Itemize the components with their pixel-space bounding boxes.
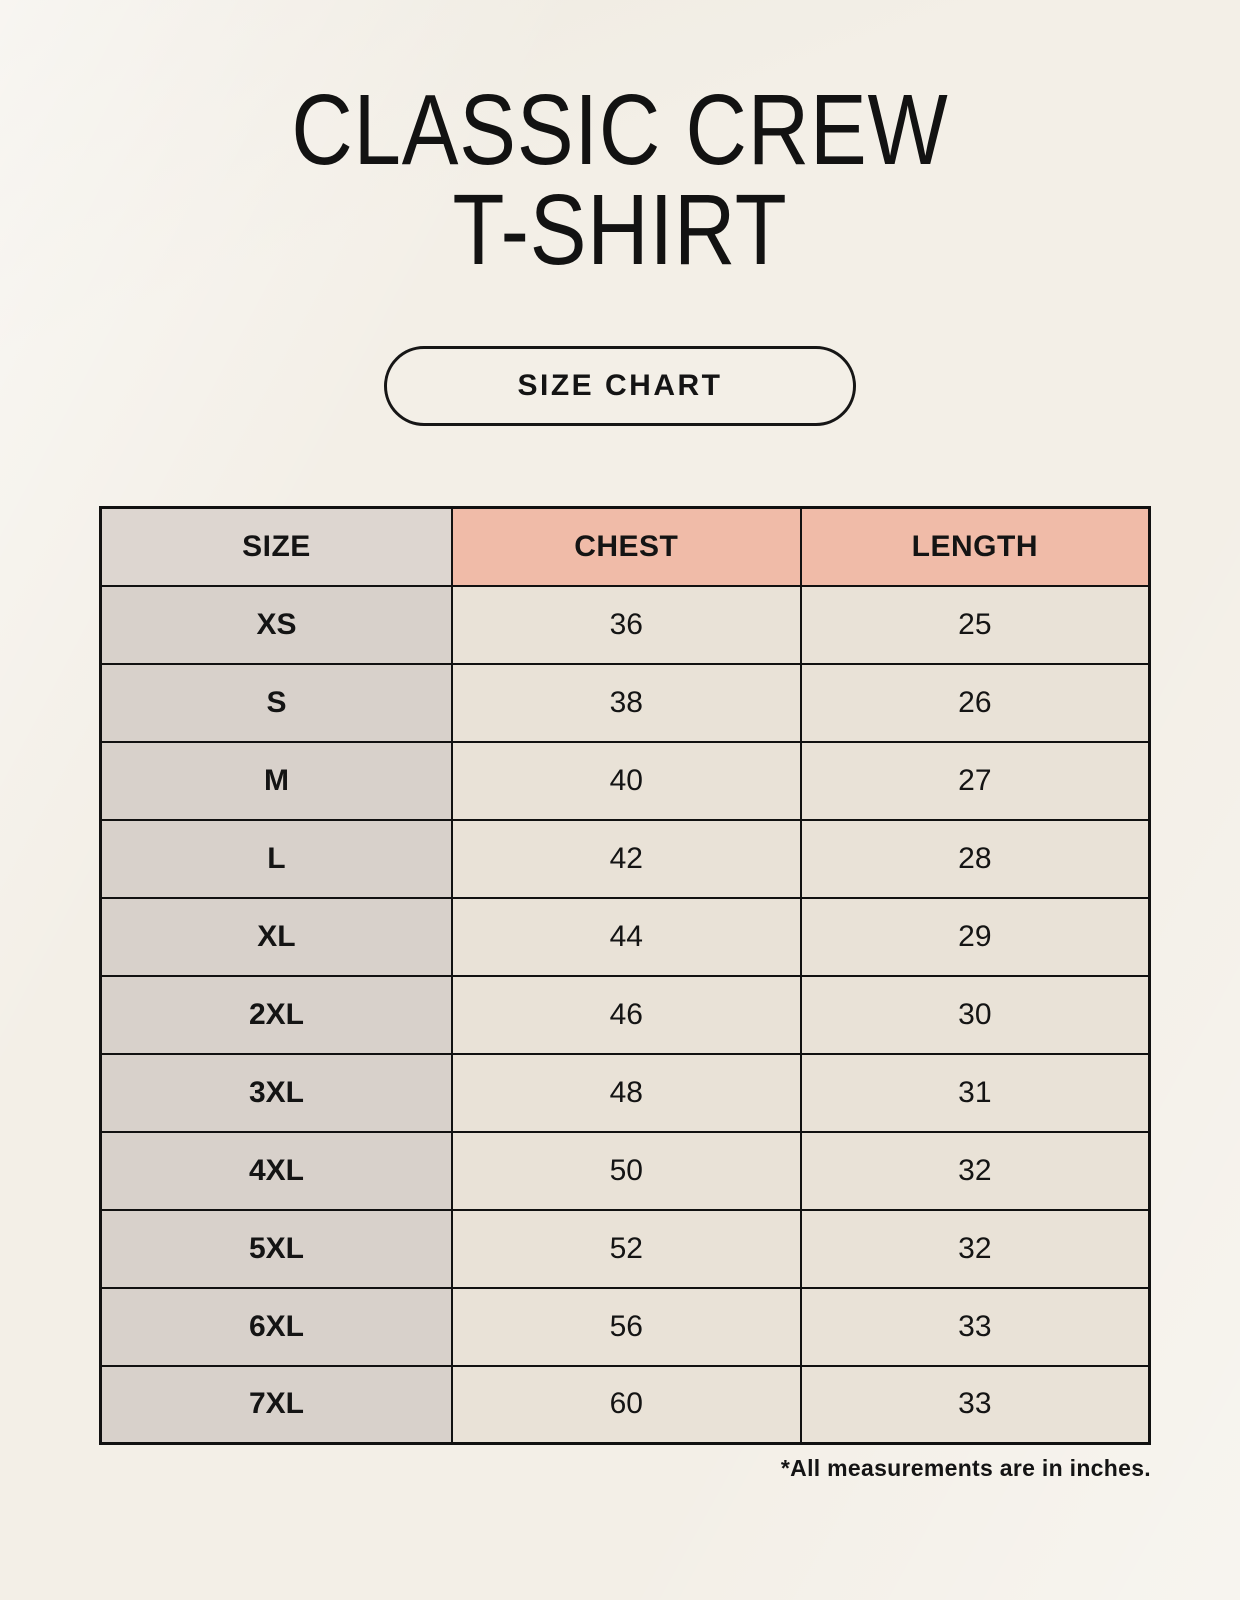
size-cell: 3XL	[99, 1052, 453, 1133]
size-cell: L	[99, 818, 453, 899]
chest-cell: 42	[450, 818, 802, 899]
table-row: 7XL 60 33	[99, 1364, 1151, 1445]
chest-cell: 44	[450, 896, 802, 977]
chest-cell: 36	[450, 584, 802, 665]
size-cell: XS	[99, 584, 453, 665]
table-row: 3XL 48 31	[99, 1052, 1151, 1133]
length-cell: 28	[799, 818, 1151, 899]
size-cell: M	[99, 740, 453, 821]
table-row: S 38 26	[99, 662, 1151, 743]
size-cell: XL	[99, 896, 453, 977]
table-row: 4XL 50 32	[99, 1130, 1151, 1211]
size-chart-badge: SIZE CHART	[384, 346, 856, 426]
length-cell: 31	[799, 1052, 1151, 1133]
size-table: SIZE CHEST LENGTH XS 36 25 S 38 26 M 40 27 L 42 28 X…	[99, 506, 1151, 1445]
header-row: SIZE CHEST LENGTH	[99, 506, 1151, 587]
column-header-size: SIZE	[99, 506, 453, 587]
length-cell: 29	[799, 896, 1151, 977]
column-header-chest: CHEST	[450, 506, 802, 587]
table-row: 5XL 52 32	[99, 1208, 1151, 1289]
page-title-line1: CLASSIC CREW	[291, 74, 949, 186]
table-row: XS 36 25	[99, 584, 1151, 665]
column-header-length: LENGTH	[799, 506, 1151, 587]
size-cell: 5XL	[99, 1208, 453, 1289]
table-row: M 40 27	[99, 740, 1151, 821]
chest-cell: 56	[450, 1286, 802, 1367]
size-table-header: SIZE CHEST LENGTH	[99, 506, 1151, 587]
chest-cell: 38	[450, 662, 802, 743]
length-cell: 27	[799, 740, 1151, 821]
chest-cell: 48	[450, 1052, 802, 1133]
length-cell: 33	[799, 1364, 1151, 1445]
chest-cell: 52	[450, 1208, 802, 1289]
size-chart-badge-row: SIZE CHART	[0, 346, 1240, 426]
chest-cell: 46	[450, 974, 802, 1055]
chest-cell: 50	[450, 1130, 802, 1211]
size-table-section: SIZE CHEST LENGTH XS 36 25 S 38 26 M 40 27 L 42 28 X…	[99, 506, 1151, 1482]
length-cell: 32	[799, 1130, 1151, 1211]
size-cell: 7XL	[99, 1364, 453, 1445]
length-cell: 25	[799, 584, 1151, 665]
table-row: XL 44 29	[99, 896, 1151, 977]
chest-cell: 60	[450, 1364, 802, 1445]
size-cell: 2XL	[99, 974, 453, 1055]
size-cell: S	[99, 662, 453, 743]
size-cell: 6XL	[99, 1286, 453, 1367]
length-cell: 33	[799, 1286, 1151, 1367]
length-cell: 26	[799, 662, 1151, 743]
table-row: L 42 28	[99, 818, 1151, 899]
page-title: CLASSIC CREW T-SHIRT	[93, 80, 1147, 280]
length-cell: 30	[799, 974, 1151, 1055]
table-row: 2XL 46 30	[99, 974, 1151, 1055]
measurements-footnote: *All measurements are in inches.	[780, 1455, 1151, 1481]
chest-cell: 40	[450, 740, 802, 821]
table-row: 6XL 56 33	[99, 1286, 1151, 1367]
page-title-line2: T-SHIRT	[452, 174, 788, 286]
size-cell: 4XL	[99, 1130, 453, 1211]
length-cell: 32	[799, 1208, 1151, 1289]
size-chart-page: CLASSIC CREW T-SHIRT SIZE CHART SIZE CHE…	[0, 80, 1240, 1482]
size-table-body: XS 36 25 S 38 26 M 40 27 L 42 28 XL 44 29 2XL 46 30 3XL 48 3…	[99, 584, 1151, 1445]
